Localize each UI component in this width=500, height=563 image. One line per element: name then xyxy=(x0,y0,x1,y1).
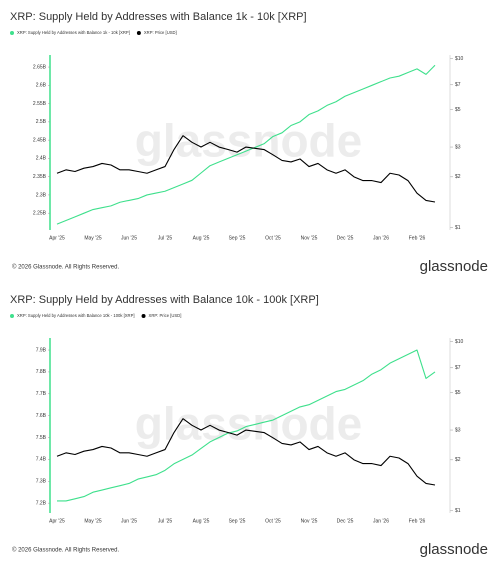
x-tick-label: Oct '25 xyxy=(265,518,281,524)
x-tick-label: Aug '25 xyxy=(193,235,210,241)
x-tick-label: May '25 xyxy=(84,235,102,241)
legend-label: XRP: Price [USD] xyxy=(144,30,177,35)
footer: © 2026 Glassnode. All Rights Reserved. xyxy=(12,547,119,554)
x-tick-label: Sep '25 xyxy=(229,235,246,241)
x-tick-label: May '25 xyxy=(84,518,102,524)
y-tick-label: 7.6B xyxy=(36,413,47,419)
y-tick-label: 7.3B xyxy=(36,479,47,485)
chart-title: XRP: Supply Held by Addresses with Balan… xyxy=(10,11,307,23)
y-tick-label: 2.35B xyxy=(33,174,47,180)
legend-label: XRP: Supply Held by Addresses with Balan… xyxy=(17,30,130,35)
series-line xyxy=(56,64,436,225)
x-tick-label: Feb '26 xyxy=(409,235,426,241)
y-tick-label: 2.6B xyxy=(36,83,47,89)
series-line xyxy=(57,349,436,502)
x-tick-label: Jun '25 xyxy=(121,518,137,524)
x-tick-label: Dec '25 xyxy=(337,518,354,524)
y2-tick-label: $1 xyxy=(455,508,461,514)
series-line xyxy=(56,135,436,203)
x-tick-label: Oct '25 xyxy=(265,235,281,241)
legend-marker xyxy=(141,314,146,318)
x-tick-label: Jun '25 xyxy=(121,235,137,241)
brand: glassnode xyxy=(420,258,488,275)
y2-tick-label: $7 xyxy=(455,82,461,88)
y-tick-label: 7.8B xyxy=(36,369,47,375)
y-tick-label: 7.9B xyxy=(36,347,47,353)
chart-title: XRP: Supply Held by Addresses with Balan… xyxy=(10,294,319,306)
y2-tick-label: $3 xyxy=(455,144,461,150)
y-tick-label: 2.25B xyxy=(33,211,47,217)
y-tick-label: 2.45B xyxy=(33,137,47,143)
x-tick-label: Feb '26 xyxy=(409,518,426,524)
watermark: glassnode xyxy=(135,115,363,167)
x-tick-label: Aug '25 xyxy=(193,518,210,524)
y-tick-label: 7.4B xyxy=(36,457,47,463)
x-tick-label: Dec '25 xyxy=(337,235,354,241)
x-tick-label: Sep '25 xyxy=(229,518,246,524)
y2-tick-label: $5 xyxy=(455,390,461,396)
y2-tick-label: $10 xyxy=(455,56,464,62)
y-tick-label: 7.2B xyxy=(36,500,47,506)
x-tick-label: Apr '25 xyxy=(49,518,65,524)
y2-tick-label: $1 xyxy=(455,225,461,231)
y2-tick-label: $2 xyxy=(455,174,461,180)
y2-tick-label: $10 xyxy=(455,339,464,345)
legend-marker xyxy=(10,314,14,318)
x-tick-label: Jan '26 xyxy=(373,235,389,241)
brand: glassnode xyxy=(420,541,488,558)
legend-marker xyxy=(136,31,141,35)
y-tick-label: 2.4B xyxy=(36,156,47,162)
legend-marker xyxy=(10,31,14,35)
legend-label: XRP: Supply Held by Addresses with Balan… xyxy=(17,313,135,318)
y-tick-label: 2.5B xyxy=(36,119,47,125)
y-tick-label: 7.5B xyxy=(36,435,47,441)
y-tick-label: 2.3B xyxy=(36,192,47,198)
x-tick-label: Nov '25 xyxy=(301,235,318,241)
y-tick-label: 2.65B xyxy=(33,64,47,70)
legend-label: XRP: Price [USD] xyxy=(149,313,182,318)
x-tick-label: Nov '25 xyxy=(301,518,318,524)
y-tick-label: 2.55B xyxy=(33,101,47,107)
y2-tick-label: $7 xyxy=(455,365,461,371)
y2-tick-label: $2 xyxy=(455,457,461,463)
y2-tick-label: $5 xyxy=(455,107,461,113)
x-tick-label: Jul '25 xyxy=(158,235,173,241)
x-tick-label: Apr '25 xyxy=(49,235,65,241)
y-tick-label: 7.7B xyxy=(36,391,47,397)
x-tick-label: Jan '26 xyxy=(373,518,389,524)
x-tick-label: Jul '25 xyxy=(158,518,173,524)
series-line xyxy=(56,418,436,486)
watermark: glassnode xyxy=(135,398,363,450)
y2-tick-label: $3 xyxy=(455,427,461,433)
footer: © 2026 Glassnode. All Rights Reserved. xyxy=(12,264,119,271)
